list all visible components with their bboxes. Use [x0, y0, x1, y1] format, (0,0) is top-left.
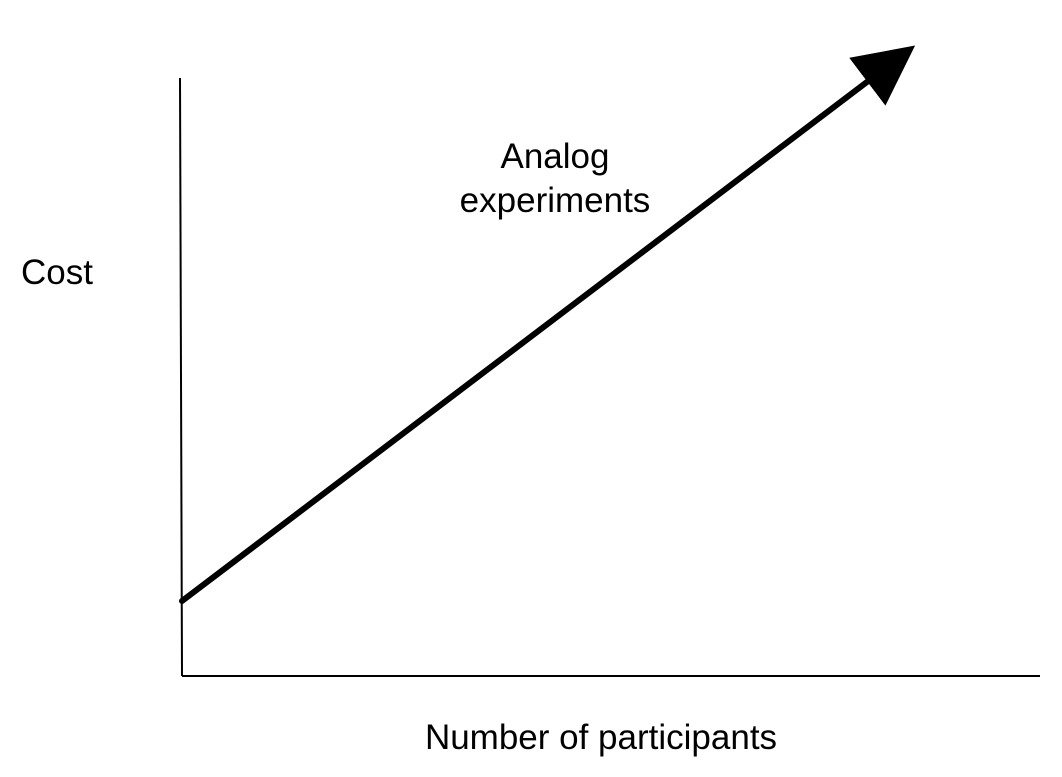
- series-label-line-1: Analog: [501, 137, 610, 176]
- y-axis-label: Cost: [21, 253, 93, 292]
- x-axis-label: Number of participants: [425, 718, 777, 757]
- analog-experiments-trend-arrow: [179, 45, 916, 604]
- series-label-line-2: experiments: [460, 181, 651, 220]
- y-axis-line: [179, 77, 183, 677]
